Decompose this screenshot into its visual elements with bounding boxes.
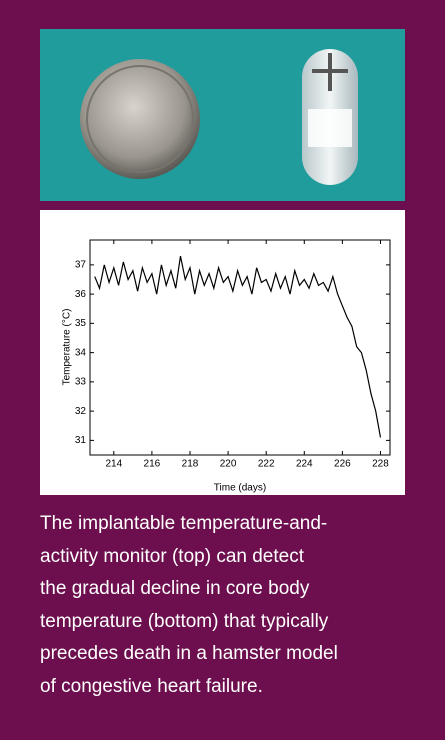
caption: The implantable temperature-and-activity… (40, 508, 420, 703)
plot-frame (89, 239, 391, 456)
x-tick-label: 224 (296, 459, 313, 470)
x-tick-label: 222 (258, 459, 275, 470)
caption-line: temperature (bottom) that typically (40, 610, 329, 632)
photo (40, 29, 405, 201)
capsule-label (308, 109, 352, 147)
x-tick-label: 220 (220, 459, 237, 470)
y-tick-label: 33 (75, 377, 87, 388)
y-tick-label: 32 (75, 406, 87, 417)
x-tick-label: 214 (105, 459, 122, 470)
caption-line: activity monitor (top) can detect (40, 545, 304, 567)
temperature-line (94, 255, 382, 438)
y-tick-label: 35 (75, 318, 87, 329)
capsule-mark (312, 53, 348, 91)
coin (80, 59, 200, 179)
x-tick-label: 218 (182, 459, 199, 470)
y-tick-label: 34 (75, 347, 87, 358)
caption-line: precedes death in a hamster model (40, 643, 338, 664)
caption-line: The implantable temperature-and- (40, 513, 328, 534)
chart: Time (days) Temperature (°C) 214 216 218 22… (40, 210, 405, 495)
caption-line: the gradual decline in core body (40, 578, 310, 599)
y-axis-label: Temperature (°C) (62, 309, 73, 386)
coin-rim (86, 65, 194, 173)
x-axis-label: Time (days) (214, 483, 266, 494)
y-tick-label: 31 (75, 435, 87, 446)
y-tick-label: 36 (75, 289, 87, 300)
x-tick-label: 226 (334, 459, 351, 470)
caption-line: of congestive heart failure. (40, 675, 263, 697)
x-tick-label: 216 (144, 459, 161, 470)
chart-background (40, 210, 405, 495)
x-tick-label: 228 (372, 459, 389, 470)
y-tick-label: 37 (75, 260, 87, 271)
